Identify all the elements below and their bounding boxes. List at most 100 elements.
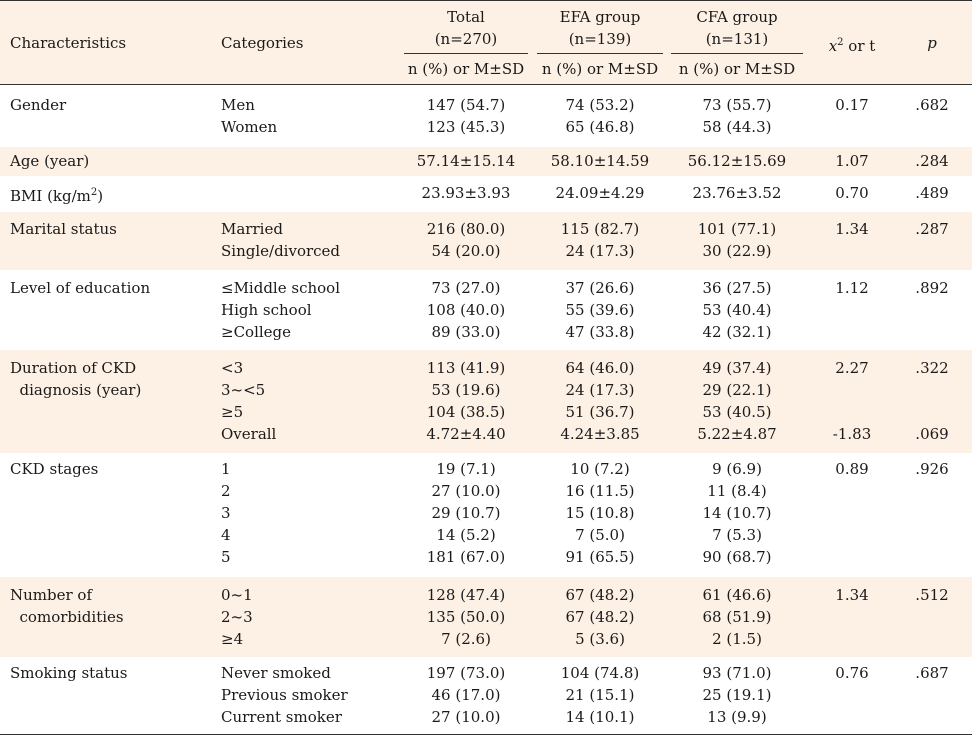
category-label: ≥College [221, 323, 292, 341]
cfa-value: 11 (8.4) [707, 482, 767, 500]
table-row: Age (year) 57.14±15.14 58.10±14.59 56.12±15… [0, 147, 972, 176]
category-label: 5 [221, 548, 231, 566]
category-label: 2 [221, 482, 231, 500]
total-value: 46 (17.0) [431, 686, 501, 704]
cfa-value: 101 (77.1) [697, 220, 777, 238]
stat-value: 0.17 [835, 96, 869, 114]
cfa-value: 93 (71.0) [702, 664, 772, 682]
p-value: .682 [915, 96, 949, 114]
total-value: 197 (73.0) [426, 664, 506, 682]
header-bottom-rule [0, 84, 972, 85]
header-cfa: CFA group [696, 8, 778, 26]
cfa-value: 61 (46.6) [702, 586, 772, 604]
stat-suffix: or t [843, 37, 876, 55]
characteristic-label: BMI (kg/m2) [10, 187, 104, 205]
characteristic-label: Gender [10, 96, 67, 114]
p-value: .322 [915, 359, 949, 377]
efa-value: 15 (10.8) [565, 504, 635, 522]
table-row: CKD stages 1 19 (7.1) 10 (7.2) 9 (6.9) 0.89 .9… [0, 453, 972, 577]
characteristic-label: diagnosis (year) [10, 381, 142, 399]
cfa-value: 5.22±4.87 [697, 425, 777, 443]
cfa-value: 13 (9.9) [707, 708, 767, 726]
p-value: .892 [915, 279, 949, 297]
efa-value: 64 (46.0) [565, 359, 635, 377]
cfa-value: 7 (5.3) [712, 526, 762, 544]
category-label: Married [221, 220, 283, 238]
total-value: 216 (80.0) [426, 220, 506, 238]
total-value: 181 (67.0) [426, 548, 506, 566]
characteristic-label: CKD stages [10, 460, 99, 478]
efa-value: 10 (7.2) [570, 460, 630, 478]
efa-value: 65 (46.8) [565, 118, 635, 136]
total-value: 7 (2.6) [441, 630, 491, 648]
efa-value: 67 (48.2) [565, 586, 635, 604]
p-value: .284 [915, 152, 949, 170]
stat-value: 2.27 [835, 359, 869, 377]
bottom-rule [0, 734, 972, 735]
efa-value: 91 (65.5) [565, 548, 635, 566]
total-value: 104 (38.5) [426, 403, 506, 421]
category-label: Never smoked [221, 664, 331, 682]
characteristic-label: Level of education [10, 279, 151, 297]
stat-value: 0.70 [835, 184, 869, 202]
stat-value: 1.34 [835, 220, 869, 238]
stat-symbol: x [828, 37, 838, 55]
category-label: Overall [221, 425, 277, 443]
efa-value: 51 (36.7) [565, 403, 635, 421]
efa-value: 67 (48.2) [565, 608, 635, 626]
table-row: BMI (kg/m2) 23.93±3.93 24.09±4.29 23.76±3.5… [0, 176, 972, 212]
p-value: .512 [915, 586, 949, 604]
category-label: 3~<5 [221, 381, 266, 399]
p-value: .069 [915, 425, 949, 443]
efa-value: 47 (33.8) [565, 323, 635, 341]
total-value: 123 (45.3) [426, 118, 506, 136]
table-row: Gender Men 147 (54.7) 74 (53.2) 73 (55.7) 0.1… [0, 86, 972, 147]
efa-value: 21 (15.1) [565, 686, 635, 704]
cfa-value: 14 (10.7) [702, 504, 772, 522]
total-value: 113 (41.9) [426, 359, 506, 377]
stat-value: 1.12 [835, 279, 869, 297]
cfa-value: 2 (1.5) [712, 630, 762, 648]
total-value: 53 (19.6) [431, 381, 501, 399]
category-label: Men [221, 96, 255, 114]
total-value: 4.72±4.40 [426, 425, 506, 443]
header-efa-n: (n=139) [568, 30, 632, 48]
category-label: Current smoker [221, 708, 342, 726]
header-cfa-n: (n=131) [705, 30, 769, 48]
table-row: Smoking status Never smoked 197 (73.0) 104 … [0, 657, 972, 734]
characteristic-label: Duration of CKD [10, 359, 137, 377]
category-label: ≤Middle school [221, 279, 340, 297]
efa-value: 37 (26.6) [565, 279, 635, 297]
p-value: .287 [915, 220, 949, 238]
category-label: Previous smoker [221, 686, 348, 704]
stat-value: 1.34 [835, 586, 869, 604]
efa-value: 24 (17.3) [565, 381, 635, 399]
table-row: Marital status Married 216 (80.0) 115 (82.7… [0, 212, 972, 270]
cfa-underline [671, 53, 803, 54]
efa-value: 104 (74.8) [560, 664, 640, 682]
cfa-value: 68 (51.9) [702, 608, 772, 626]
characteristic-label: Smoking status [10, 664, 128, 682]
total-value: 57.14±15.14 [416, 152, 516, 170]
category-label: High school [221, 301, 312, 319]
efa-value: 55 (39.6) [565, 301, 635, 319]
cfa-value: 49 (37.4) [702, 359, 772, 377]
header-categories: Categories [221, 34, 304, 52]
subheader-total: n (%) or M±SD [407, 60, 525, 78]
characteristic-label: Age (year) [10, 152, 90, 170]
header-characteristics: Characteristics [10, 34, 127, 52]
cfa-value: 53 (40.5) [702, 403, 772, 421]
category-label: ≥4 [221, 630, 244, 648]
cfa-value: 90 (68.7) [702, 548, 772, 566]
category-label: 0~1 [221, 586, 253, 604]
category-label: 2~3 [221, 608, 253, 626]
category-label: Single/divorced [221, 242, 341, 260]
total-value: 147 (54.7) [426, 96, 506, 114]
cfa-value: 23.76±3.52 [692, 184, 782, 202]
total-underline [404, 53, 528, 54]
total-value: 54 (20.0) [431, 242, 501, 260]
efa-value: 16 (11.5) [565, 482, 635, 500]
cfa-value: 56.12±15.69 [687, 152, 787, 170]
stat-value: 0.89 [835, 460, 869, 478]
table-row: Level of education ≤Middle school 73 (27.0… [0, 270, 972, 350]
